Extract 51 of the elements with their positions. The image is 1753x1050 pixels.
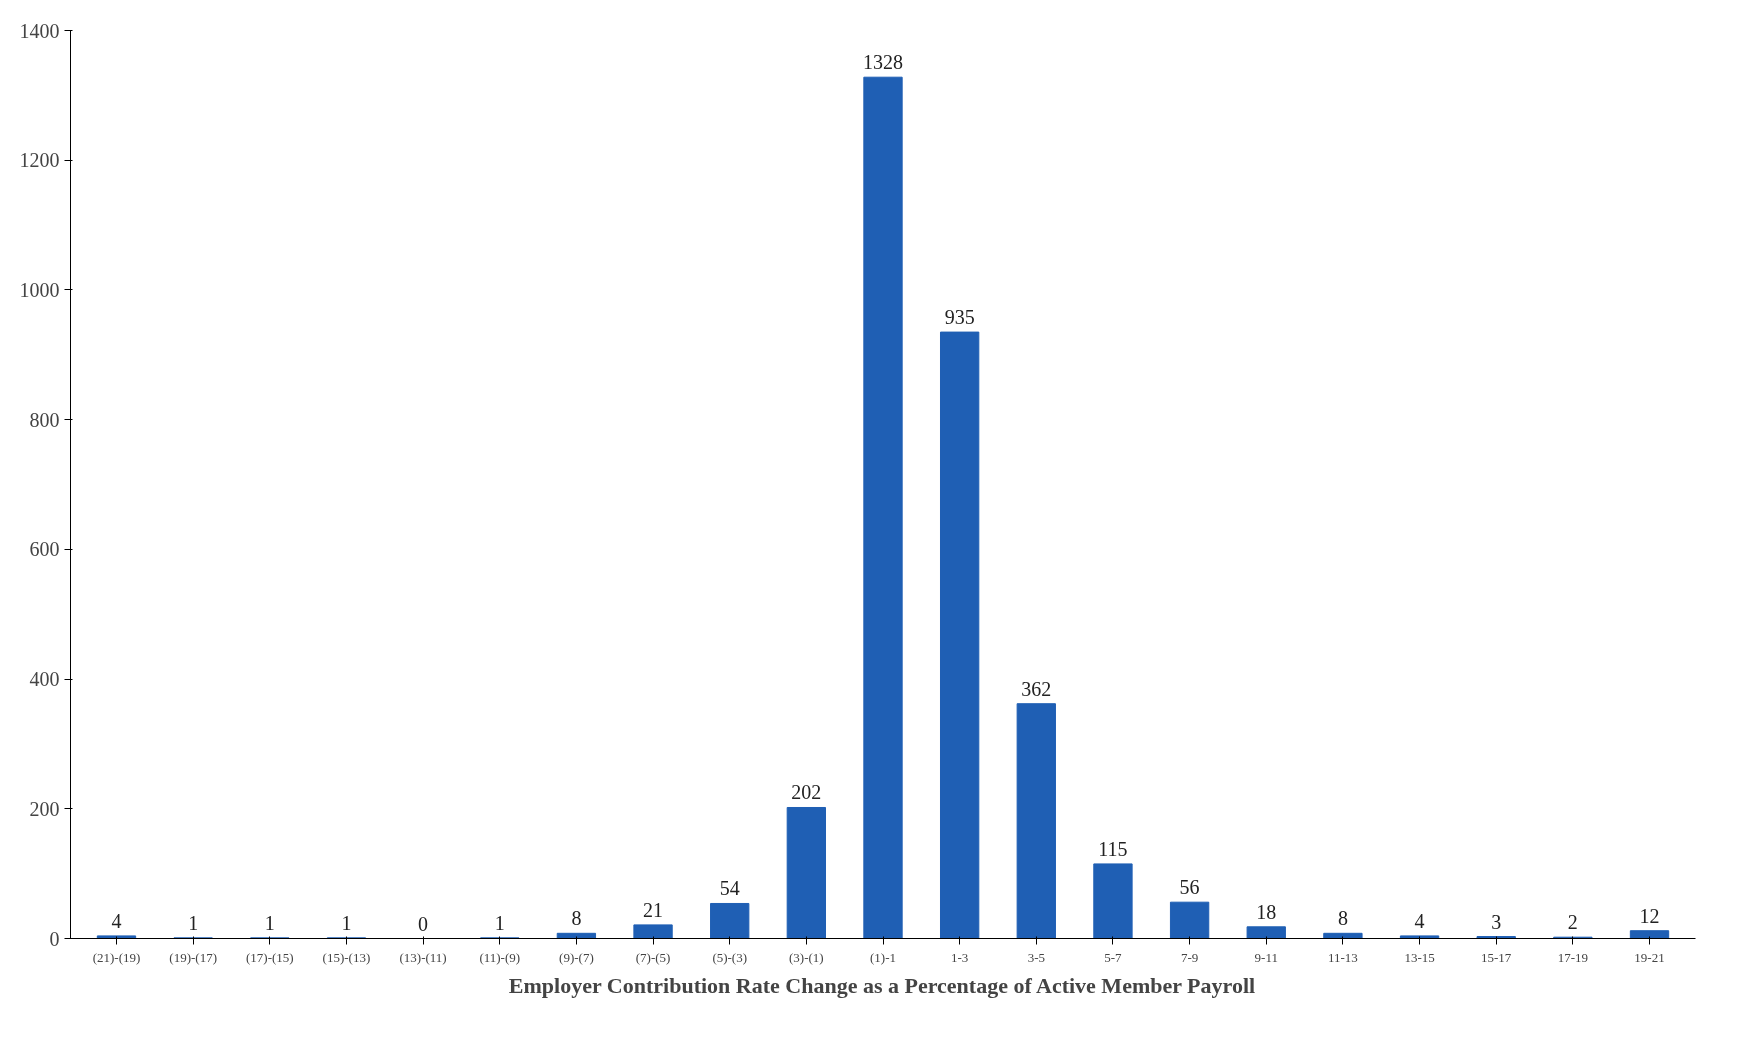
data-label: 1328 [863,51,903,74]
y-tick-label: 200 [29,797,60,820]
x-tick-label: 11-13 [1327,949,1358,965]
x-tick-label: (21)-(19) [92,949,141,965]
x-tick-label: (13)-(11) [399,949,447,965]
x-tick-label: 13-15 [1404,949,1435,965]
data-label: 935 [944,306,975,329]
x-tick-label: (7)-(5) [635,949,671,965]
data-label: 1 [264,911,275,934]
x-tick-label: 19-21 [1634,949,1665,965]
data-label: 12 [1639,904,1660,927]
x-tick-label: (1)-1 [870,949,897,965]
x-axis-title: Employer Contribution Rate Change as a Percentage of Active Member Payroll [508,972,1256,998]
data-label: 8 [1337,907,1348,930]
x-tick-label: 9-11 [1254,949,1278,965]
data-label: 8 [571,907,582,930]
y-tick-label: 600 [29,538,60,561]
data-label: 21 [643,898,664,921]
y-tick-label: 1400 [19,19,60,42]
y-tick-label: 0 [49,927,60,950]
x-tick-label: 7-9 [1180,949,1199,965]
y-tick-label: 1000 [19,278,60,301]
data-label: 1 [494,911,505,934]
y-tick-label: 1200 [19,149,60,172]
x-tick-label: (15)-(13) [322,949,371,965]
x-tick-label: 5-7 [1104,949,1123,965]
x-tick-label: 17-19 [1557,949,1589,965]
data-label: 1 [188,911,199,934]
x-tick-label: 15-17 [1481,949,1512,965]
x-tick-label: (3)-(1) [789,949,824,965]
y-tick-label: 400 [29,668,60,691]
data-label: 4 [111,909,122,932]
x-tick-label: (19)-(17) [169,949,217,965]
data-label: 4 [1414,909,1425,932]
x-tick-label: (9)-(7) [559,949,594,965]
y-tick-label: 800 [29,408,60,431]
data-label: 54 [719,877,740,900]
x-tick-label: (17)-(15) [245,949,294,965]
x-tick-label: 3-5 [1027,949,1045,965]
x-tick-label: (11)-(9) [479,949,521,965]
data-label: 362 [1021,677,1052,700]
x-tick-label: 1-3 [950,949,969,965]
data-label: 3 [1491,910,1502,933]
data-label: 1 [341,911,352,934]
data-label: 2 [1567,911,1578,934]
x-tick-label: (5)-(3) [712,949,748,965]
data-label: 18 [1256,900,1277,923]
data-label: 56 [1179,876,1200,899]
data-label: 115 [1098,837,1128,860]
data-label: 0 [418,912,429,935]
data-label: 202 [791,781,822,804]
